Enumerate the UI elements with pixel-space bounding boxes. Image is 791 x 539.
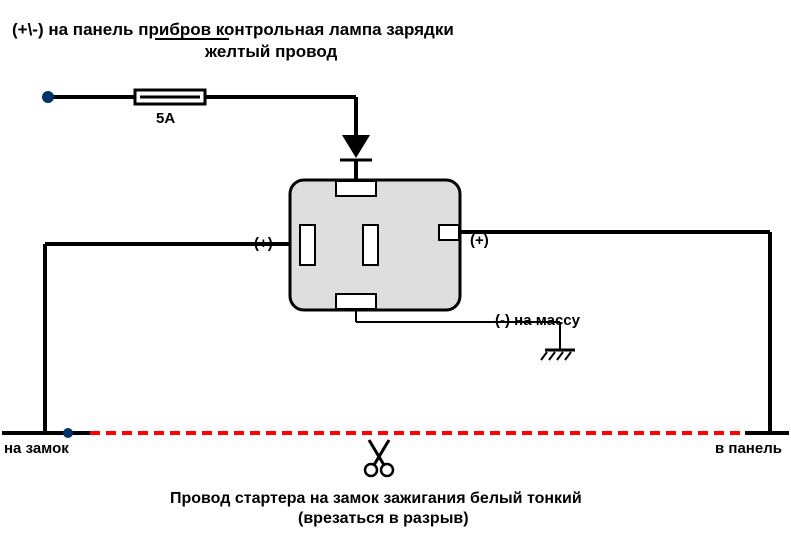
junction-dot-left bbox=[63, 428, 73, 438]
diode-triangle bbox=[342, 135, 370, 158]
relay-terminal-87a bbox=[363, 225, 378, 265]
ground-hatch-2 bbox=[549, 352, 555, 360]
circuit-diagram bbox=[0, 0, 791, 539]
relay-terminal-86 bbox=[336, 294, 376, 309]
relay-terminal-85 bbox=[336, 181, 376, 196]
relay-terminal-87 bbox=[300, 225, 315, 265]
ground-hatch-4 bbox=[565, 352, 571, 360]
ground-hatch-1 bbox=[541, 352, 547, 360]
relay-terminal-30 bbox=[439, 225, 459, 240]
scissors-icon bbox=[365, 440, 393, 476]
terminal-dot-top bbox=[42, 91, 54, 103]
ground-hatch-3 bbox=[557, 352, 563, 360]
